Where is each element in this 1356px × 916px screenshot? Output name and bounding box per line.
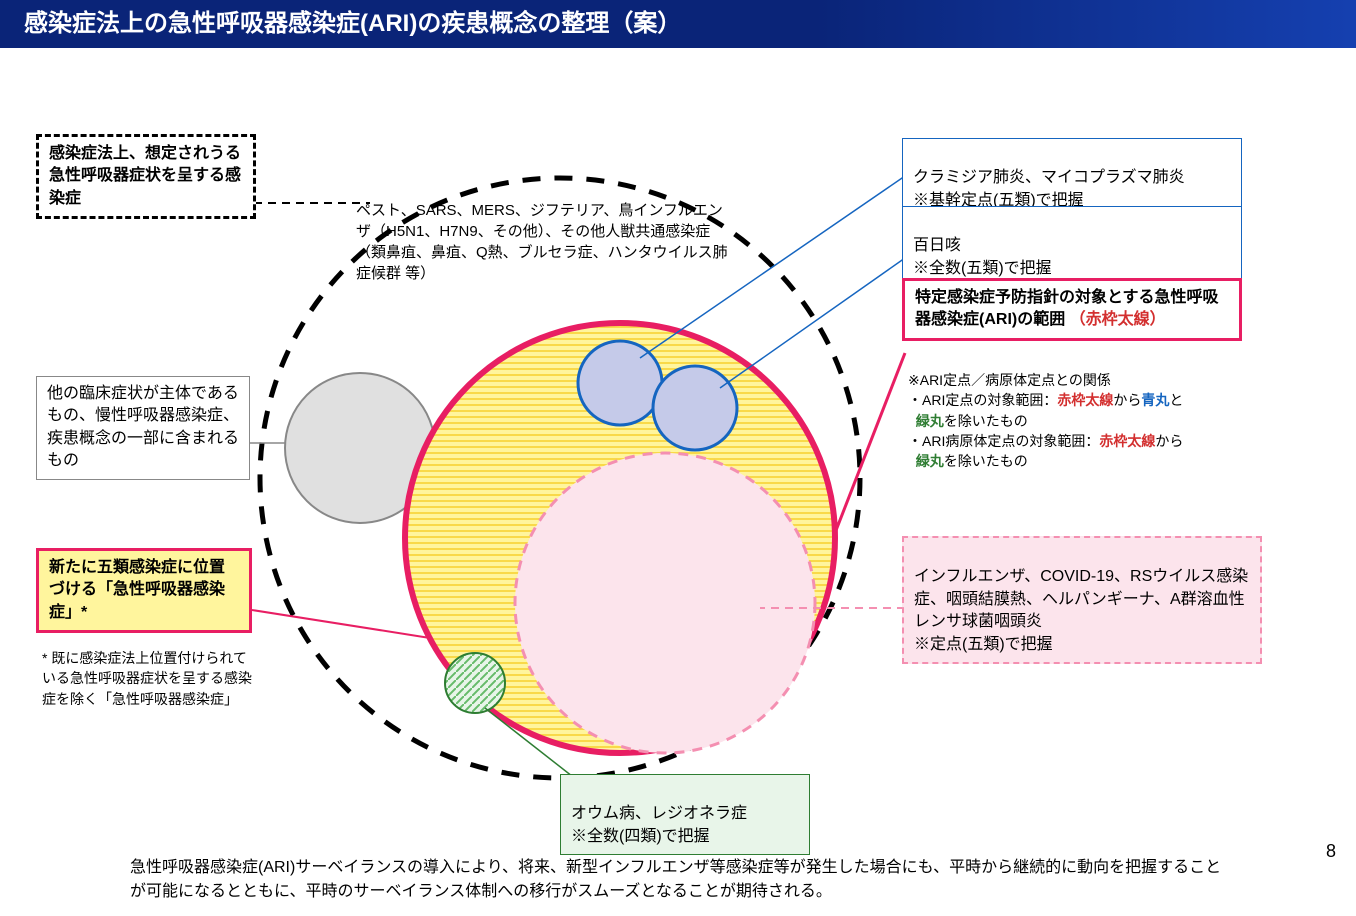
box-green-diseases: オウム病、レジオネラ症 ※全数(四類)で把握	[560, 774, 810, 855]
box-chlamydia-text: クラミジア肺炎、マイコプラズマ肺炎 ※基幹定点(五類)で把握	[913, 169, 1185, 208]
inner-disease-list: ペスト、SARS、MERS、ジフテリア、鳥インフルエンザ（H5N1、H7N9、そ…	[356, 200, 736, 284]
box-other-clinical: 他の臨床症状が主体であるもの、慢性呼吸器感染症、疾患概念の一部に含まれるもの	[36, 376, 250, 480]
note-new-category5: * 既に感染症法上位置付けられている急性呼吸器症状を呈する感染症を除く「急性呼吸…	[42, 648, 252, 709]
box-ari-scope-title: 特定感染症予防指針の対象とする急性呼吸器感染症(ARI)の範囲	[915, 289, 1219, 328]
box-assumed-text: 感染症法上、想定されうる急性呼吸器症状を呈する感染症	[49, 145, 241, 207]
box-new-category5-text: 新たに五類感染症に位置づける「急性呼吸器感染症」*	[49, 559, 225, 621]
box-other-clinical-text: 他の臨床症状が主体であるもの、慢性呼吸器感染症、疾患概念の一部に含まれるもの	[47, 385, 239, 469]
box-ari-scope: 特定感染症予防指針の対象とする急性呼吸器感染症(ARI)の範囲 （赤枠太線）	[902, 278, 1242, 341]
page-number: 8	[1326, 841, 1336, 862]
box-ari-scope-red: （赤枠太線）	[1070, 311, 1166, 328]
slide-title: 感染症法上の急性呼吸器感染症(ARI)の疾患概念の整理（案）	[24, 10, 681, 37]
box-pink-diseases-text: インフルエンザ、COVID-19、RSウイルス感染症、咽頭結膜熱、ヘルパンギーナ…	[914, 568, 1248, 652]
diagram-canvas: 感染症法上、想定されうる急性呼吸器症状を呈する感染症 他の臨床症状が主体であるも…	[0, 48, 1356, 868]
box-green-diseases-text: オウム病、レジオネラ症 ※全数(四類)で把握	[571, 805, 747, 844]
box-pertussis: 百日咳 ※全数(五類)で把握	[902, 206, 1242, 287]
box-pink-diseases: インフルエンザ、COVID-19、RSウイルス感染症、咽頭結膜熱、ヘルパンギーナ…	[902, 536, 1262, 664]
box-new-category5: 新たに五類感染症に位置づける「急性呼吸器感染症」*	[36, 548, 252, 633]
bottom-paragraph: 急性呼吸器感染症(ARI)サーベイランスの導入により、将来、新型インフルエンザ等…	[130, 856, 1230, 904]
box-pertussis-text: 百日咳 ※全数(五類)で把握	[913, 237, 1052, 276]
note-ari-relation: ※ARI定点／病原体定点との関係 ・ARI定点の対象範囲：赤枠太線から青丸と 緑…	[908, 370, 1248, 471]
slide-header: 感染症法上の急性呼吸器感染症(ARI)の疾患概念の整理（案）	[0, 0, 1356, 48]
box-assumed-infections: 感染症法上、想定されうる急性呼吸器症状を呈する感染症	[36, 134, 256, 219]
